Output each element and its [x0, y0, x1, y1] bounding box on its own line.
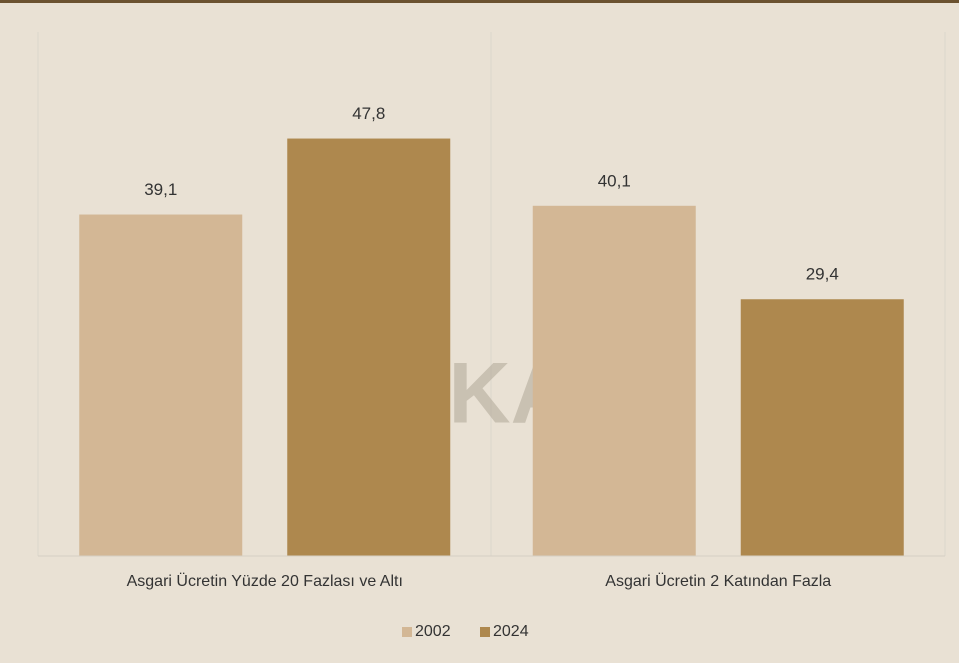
- bar: [740, 299, 904, 556]
- top-border: [0, 0, 959, 3]
- bar: [532, 205, 696, 556]
- data-label: 29,4: [806, 265, 839, 284]
- x-tick-label: Asgari Ücretin Yüzde 20 Fazlası ve Altı: [127, 572, 403, 590]
- legend-label: 2024: [493, 623, 529, 640]
- data-label: 47,8: [352, 104, 385, 123]
- legend-swatch: [480, 627, 490, 637]
- bar: [79, 214, 243, 556]
- legend-label: 2002: [415, 623, 451, 640]
- data-label: 40,1: [598, 171, 631, 190]
- legend-swatch: [402, 627, 412, 637]
- bar: [287, 138, 451, 556]
- data-label: 39,1: [144, 180, 177, 199]
- x-tick-label: Asgari Ücretin 2 Katından Fazla: [605, 572, 831, 590]
